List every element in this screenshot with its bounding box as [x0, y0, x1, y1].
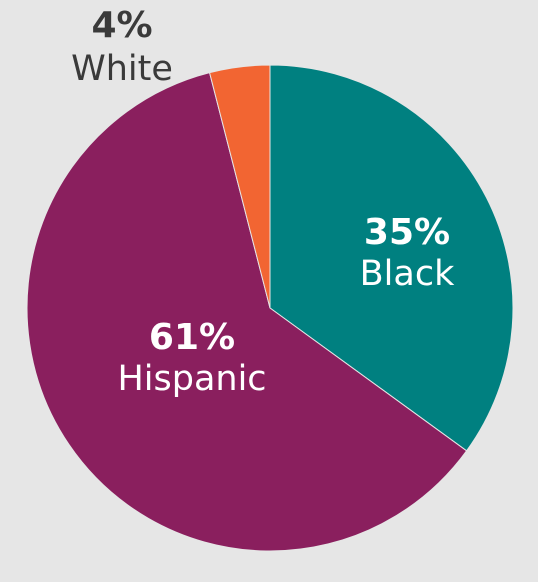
slice-label-white: 4%White	[71, 5, 173, 89]
slice-name-white: White	[71, 49, 173, 89]
slice-percent-black: 35%	[364, 212, 450, 253]
slice-name-hispanic: Hispanic	[117, 359, 266, 399]
pie-slice-hispanic	[26, 72, 468, 552]
slice-name-black: Black	[360, 254, 455, 294]
pie-slice-white	[208, 64, 271, 309]
slice-label-black: 35%Black	[360, 212, 455, 294]
slice-percent-white: 4%	[91, 5, 152, 46]
slice-percent-hispanic: 61%	[149, 317, 235, 358]
pie-slice-black	[269, 64, 514, 452]
slice-label-hispanic: 61%Hispanic	[117, 317, 266, 399]
